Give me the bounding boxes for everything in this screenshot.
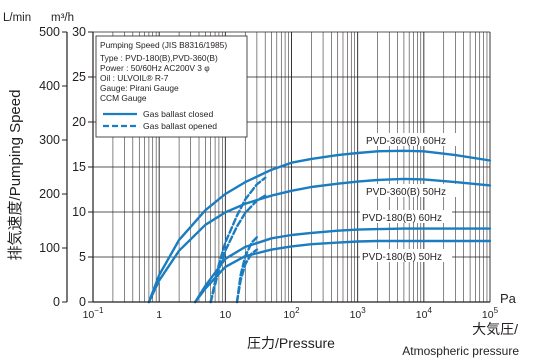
y-right-tick-label: 5 xyxy=(79,250,86,264)
legend-oil: Oil : ULVOIL® R-7 xyxy=(100,73,169,83)
atmospheric-label-1: 大気圧/ xyxy=(472,321,518,337)
x-tick-label: 104 xyxy=(416,306,433,321)
y-right-tick-label: 30 xyxy=(72,25,86,39)
x-tick-label: 102 xyxy=(283,306,300,321)
annotation-bg xyxy=(360,249,452,262)
x-tick-label: 1 xyxy=(156,309,162,321)
atmospheric-label-2: Atmospheric pressure xyxy=(402,344,519,358)
gas-ballast-opened-curve xyxy=(209,176,267,304)
legend-box xyxy=(95,35,248,138)
y-left-tick-label: 0 xyxy=(53,295,60,309)
gas-ballast-closed-curve xyxy=(147,177,492,304)
axes: 0 100 200 300 400 500 0 5 10 15 20 25 30 10−1 1 10 102 10… xyxy=(39,25,498,321)
annotation-180-60: PVD-180(B) 60Hz xyxy=(362,213,442,224)
y-right-tick-label: 20 xyxy=(72,115,86,129)
x-tick-label: 10−1 xyxy=(83,306,104,321)
y-left-unit: L/min xyxy=(3,12,31,24)
x-tick-label: 105 xyxy=(482,306,499,321)
gas-ballast-closed-curve xyxy=(147,149,492,304)
legend: Pumping Speed (JIS B8316/1985) Type : PV… xyxy=(95,35,248,138)
y-right-tick-label: 10 xyxy=(72,205,86,219)
x-tick-label: 10 xyxy=(219,309,231,321)
x-unit: Pa xyxy=(500,291,517,306)
y-right-unit: m³/h xyxy=(51,12,74,24)
legend-gauge: Gauge: Pirani Gauge xyxy=(100,83,179,93)
annotation-360-50: PVD-360(B) 50Hz xyxy=(366,187,446,198)
legend-gauge-2: CCM Gauge xyxy=(100,93,147,103)
gas-ballast-opened-curve xyxy=(235,248,259,304)
annotation-360-60: PVD-360(B) 60Hz xyxy=(366,136,446,147)
y-left-tick-label: 200 xyxy=(39,187,60,201)
y-axis-label: 排気速度/Pumping Speed xyxy=(7,90,24,261)
legend-title: Pumping Speed (JIS B8316/1985) xyxy=(100,40,227,50)
curves xyxy=(147,149,492,304)
y-left-tick-label: 300 xyxy=(39,133,60,147)
annotation-bg xyxy=(364,184,456,197)
annotation-180-50: PVD-180(B) 50Hz xyxy=(362,252,442,263)
y-right-tick-label: 0 xyxy=(79,295,86,309)
annotation-bg xyxy=(360,210,452,223)
y-left-tick-label: 500 xyxy=(39,25,60,39)
y-left-tick-label: 100 xyxy=(39,241,60,255)
legend-power: Power : 50/60Hz AC200V 3 φ xyxy=(100,63,210,73)
curve-labels: PVD-360(B) 60Hz PVD-360(B) 50Hz PVD-180(… xyxy=(360,133,456,263)
y-left-tick-label: 400 xyxy=(39,79,60,93)
legend-type: Type : PVD-180(B),PVD-360(B) xyxy=(100,53,218,63)
gas-ballast-closed-curve xyxy=(193,239,492,304)
gas-ballast-opened-curve xyxy=(209,194,267,304)
x-tick-label: 103 xyxy=(350,306,367,321)
legend-entry-opened: Gas ballast opened xyxy=(143,121,217,131)
annotation-bg xyxy=(364,133,456,146)
gas-ballast-closed-curve xyxy=(193,227,492,304)
y-right-tick-label: 15 xyxy=(72,160,86,174)
x-axis-label: 圧力/Pressure xyxy=(247,335,335,351)
y-right-tick-label: 25 xyxy=(72,70,86,84)
legend-entry-closed: Gas ballast closed xyxy=(143,109,213,119)
